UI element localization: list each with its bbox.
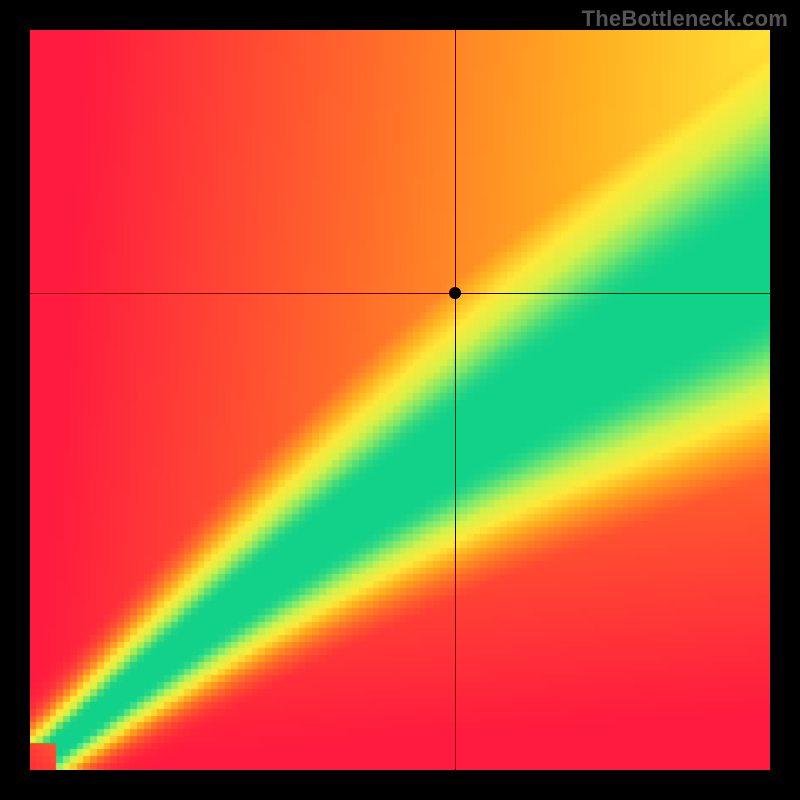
- heatmap-plot-area: [30, 30, 770, 770]
- chart-container: TheBottleneck.com: [0, 0, 800, 800]
- watermark-text: TheBottleneck.com: [582, 6, 788, 32]
- heatmap-canvas: [30, 30, 770, 770]
- crosshair-vertical: [455, 30, 456, 770]
- crosshair-marker: [449, 287, 461, 299]
- crosshair-horizontal: [30, 293, 770, 294]
